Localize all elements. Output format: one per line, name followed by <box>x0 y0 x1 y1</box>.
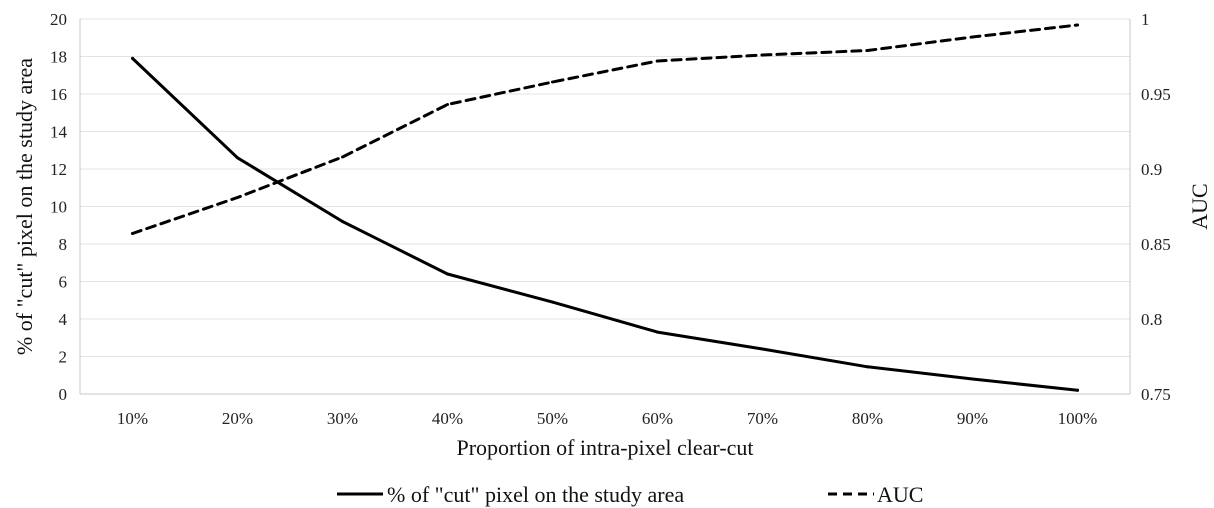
left-axis-title: % of "cut" pixel on the study area <box>12 58 37 355</box>
x-tick-label: 20% <box>222 409 253 428</box>
y2-tick-label: 0.8 <box>1141 310 1162 329</box>
y2-tick-label: 1 <box>1141 10 1150 29</box>
x-tick-label: 70% <box>747 409 778 428</box>
y-tick-label: 4 <box>59 310 68 329</box>
y-tick-label: 12 <box>50 160 67 179</box>
left-axis-ticks: 0 2 4 6 8 10 12 14 16 18 20 <box>50 10 68 404</box>
auc-point <box>446 103 449 106</box>
y2-tick-label: 0.75 <box>1141 385 1171 404</box>
cut-pixel-point <box>866 365 869 369</box>
x-tick-label: 80% <box>852 409 883 428</box>
x-tick-label: 50% <box>537 409 568 428</box>
y-tick-label: 0 <box>59 385 68 404</box>
y-tick-label: 18 <box>50 48 67 67</box>
y-tick-label: 8 <box>59 235 68 254</box>
y-tick-label: 10 <box>50 198 67 217</box>
auc-point <box>656 59 659 63</box>
legend-label-auc: AUC <box>877 482 923 507</box>
y-tick-label: 16 <box>50 85 67 104</box>
cut-pixel-point <box>551 300 554 304</box>
cut-pixel-point <box>341 220 344 223</box>
x-axis-title: Proportion of intra-pixel clear-cut <box>456 435 753 460</box>
right-axis-ticks: 0.75 0.8 0.85 0.9 0.95 1 <box>1141 10 1171 404</box>
legend: % of "cut" pixel on the study area AUC <box>337 482 923 507</box>
cut-pixel-point <box>971 377 974 381</box>
auc-series-line <box>131 23 1079 235</box>
series <box>131 23 1079 392</box>
y-tick-label: 20 <box>50 10 67 29</box>
y-tick-label: 14 <box>50 123 68 142</box>
x-tick-label: 40% <box>432 409 463 428</box>
auc-point <box>1076 23 1079 27</box>
cut-pixel-series-line <box>131 56 1079 392</box>
cut-pixel-point <box>1076 388 1079 392</box>
cut-pixel-point <box>446 272 449 276</box>
cut-pixel-point <box>131 56 134 60</box>
x-tick-label: 90% <box>957 409 988 428</box>
auc-point <box>236 196 239 199</box>
x-tick-label: 30% <box>327 409 358 428</box>
gridlines <box>80 18 1130 395</box>
auc-point <box>866 49 869 52</box>
cut-pixel-point <box>236 156 239 160</box>
x-tick-label: 10% <box>117 409 148 428</box>
y-tick-label: 2 <box>59 348 68 367</box>
y-tick-label: 6 <box>59 273 68 292</box>
cut-pixel-point <box>656 330 659 334</box>
auc-point <box>761 53 764 57</box>
y2-tick-label: 0.9 <box>1141 160 1162 179</box>
auc-point <box>551 80 554 84</box>
axes <box>79 19 1131 395</box>
cut-pixel-point <box>761 347 764 351</box>
x-tick-label: 100% <box>1058 409 1098 428</box>
y2-tick-label: 0.95 <box>1141 85 1171 104</box>
auc-point <box>341 155 344 159</box>
x-tick-label: 60% <box>642 409 673 428</box>
auc-point <box>971 35 974 39</box>
y2-tick-label: 0.85 <box>1141 235 1171 254</box>
legend-label-cut-pixel: % of "cut" pixel on the study area <box>387 482 684 507</box>
x-axis-ticks: 10% 20% 30% 40% 50% 60% 70% 80% 90% 100% <box>117 409 1097 428</box>
auc-point <box>131 232 134 235</box>
right-axis-title: AUC <box>1187 183 1212 229</box>
